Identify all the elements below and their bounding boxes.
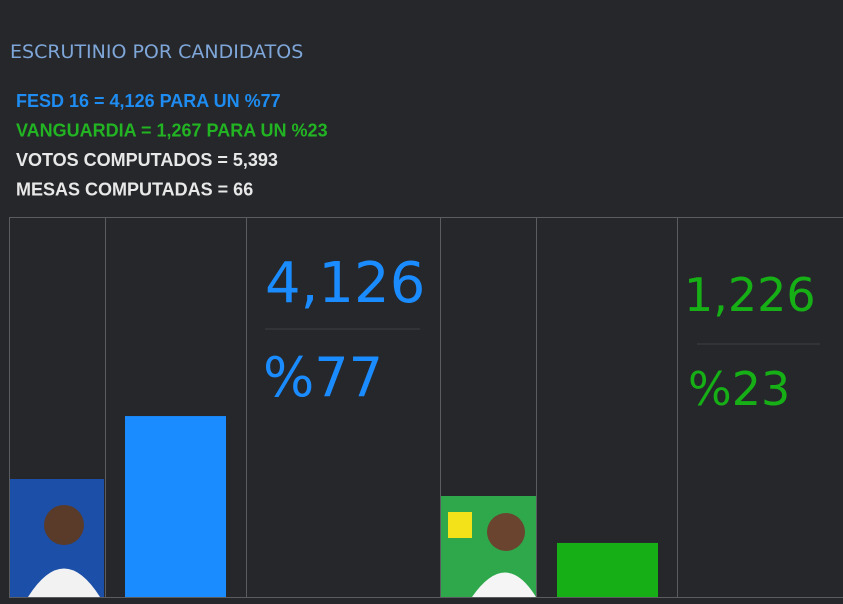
photo-body xyxy=(28,568,100,597)
bar xyxy=(125,416,226,597)
vote-percent: %77 xyxy=(263,346,383,409)
candidate-photo xyxy=(441,496,536,597)
vote-percent: %23 xyxy=(688,362,790,416)
photo-head xyxy=(487,513,525,551)
summary-line: MESAS COMPUTADAS = 66 xyxy=(16,180,253,200)
vote-count: 4,126 xyxy=(265,251,425,316)
candidate-photo xyxy=(10,479,104,597)
vote-count: 1,226 xyxy=(684,268,816,322)
title: ESCRUTINIO POR CANDIDATOS xyxy=(10,41,303,63)
panel-frame xyxy=(9,217,843,598)
dividers xyxy=(105,217,678,598)
photo-body xyxy=(472,572,536,597)
summary: FESD 16 = 4,126 PARA UN %77 VANGUARDIA = … xyxy=(16,91,328,200)
summary-line: FESD 16 = 4,126 PARA UN %77 xyxy=(16,91,281,111)
bar xyxy=(557,542,658,597)
photo-logo xyxy=(448,512,472,538)
photo-head xyxy=(44,505,84,545)
summary-line: VOTOS COMPUTADOS = 5,393 xyxy=(16,150,278,170)
summary-line: VANGUARDIA = 1,267 PARA UN %23 xyxy=(16,121,328,141)
panels: 4,126 %77 1,226 %23 xyxy=(125,251,820,597)
